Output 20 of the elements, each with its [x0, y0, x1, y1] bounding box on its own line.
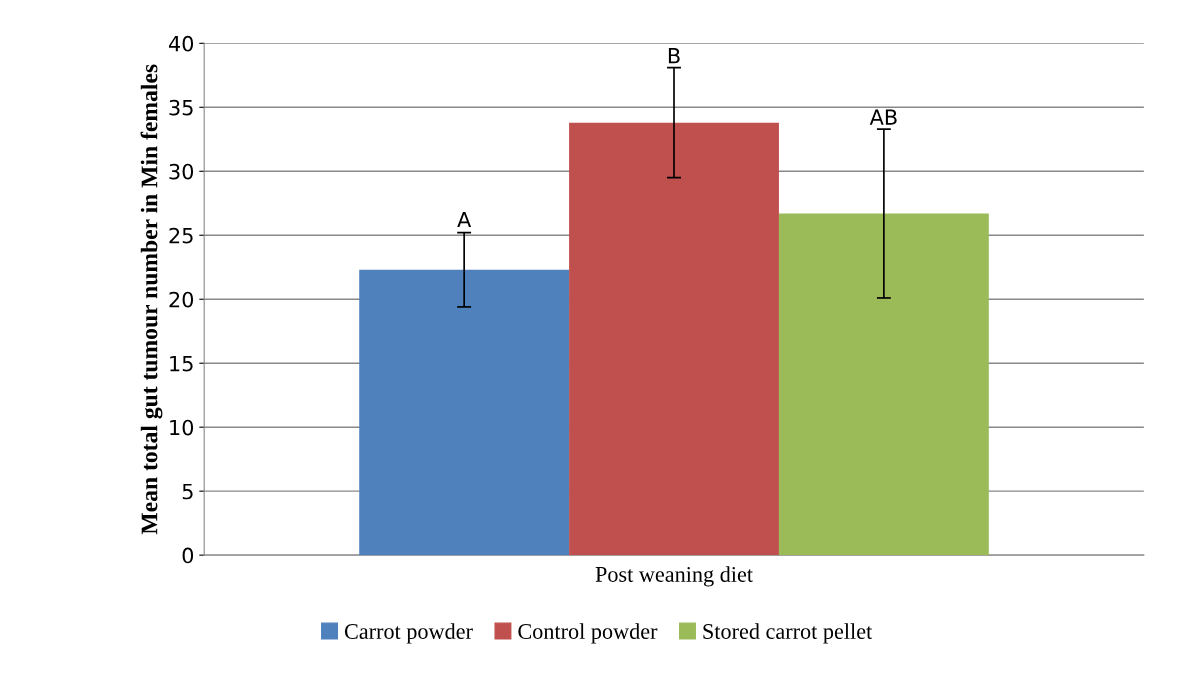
legend-label: Stored carrot pellet: [703, 623, 873, 644]
y-tick-label: 35: [169, 99, 193, 116]
y-tick-label: 20: [169, 291, 194, 308]
bar: [778, 213, 989, 556]
y-tick-label: 25: [169, 227, 193, 244]
bar: [359, 269, 570, 556]
x-axis-title: Post weaning diet: [595, 566, 753, 587]
y-tick-label: 5: [182, 483, 193, 500]
annotation: A: [457, 211, 472, 228]
y-tick-label: 15: [170, 355, 193, 372]
annotation: AB: [869, 109, 897, 125]
legend-label: Carrot powder: [344, 623, 473, 644]
legend-label: Control powder: [518, 623, 658, 644]
y-tick-label: 40: [168, 35, 194, 52]
y-tick-label: 0: [182, 547, 194, 564]
annotation: B: [668, 48, 680, 64]
bar: [569, 122, 779, 556]
y-tick-label: 10: [170, 419, 194, 436]
y-axis-title: Mean total gut tumour number in Min females: [140, 64, 163, 535]
y-tick-label: 30: [169, 163, 194, 180]
